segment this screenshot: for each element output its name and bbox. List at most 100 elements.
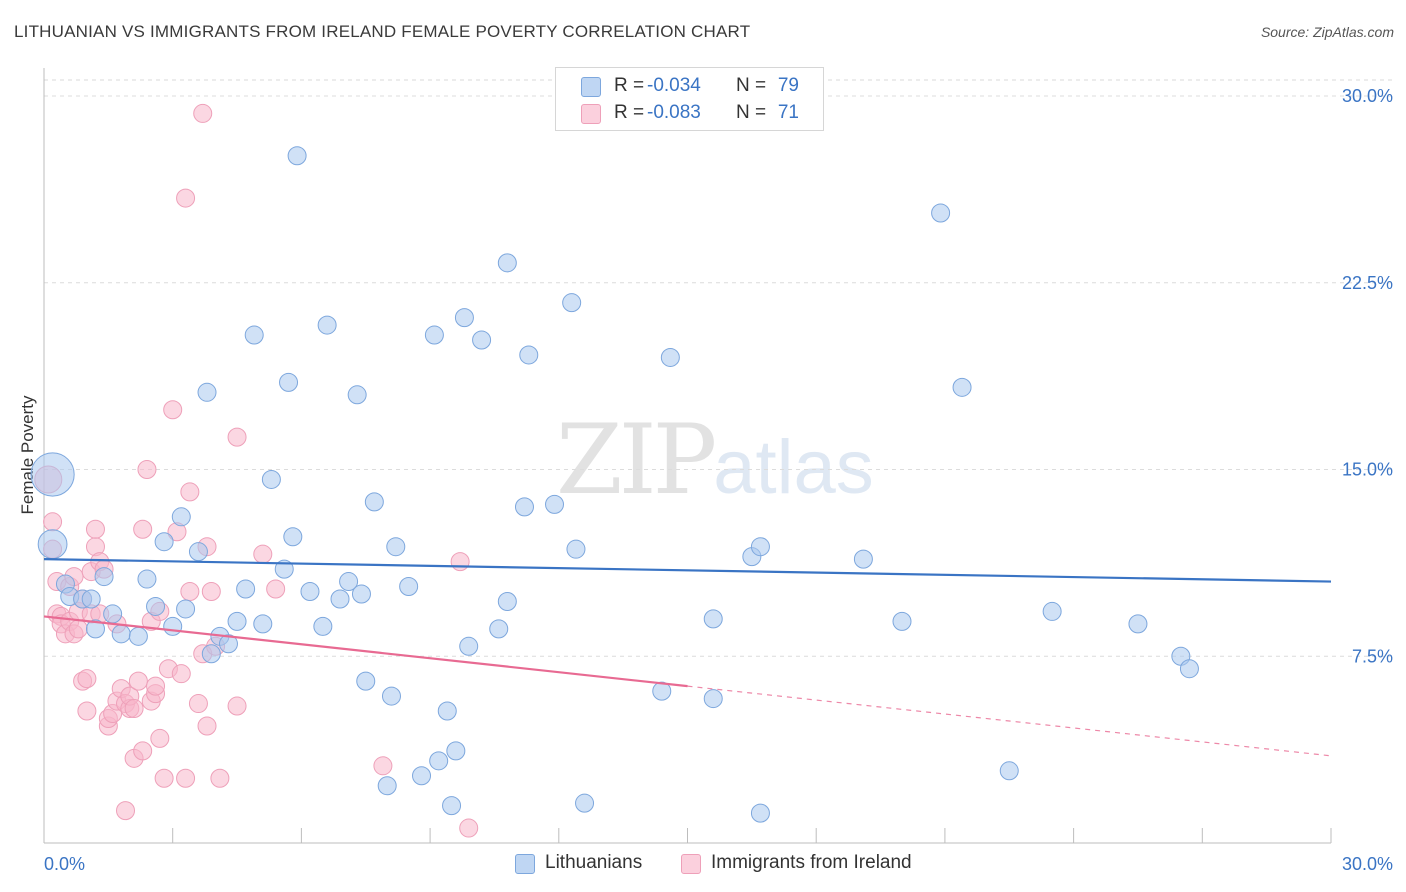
- point-ireland: [210, 768, 230, 788]
- point-ireland: [163, 400, 183, 420]
- point-lithuanians: [111, 624, 131, 644]
- point-lithuanians: [459, 636, 479, 656]
- legend-r-label: R =: [614, 75, 645, 96]
- legend-row-ireland: R = -0.083 N = 71: [556, 101, 823, 127]
- legend-row-lithuanians: R = -0.034 N = 79: [556, 74, 823, 100]
- point-lithuanians: [274, 559, 294, 579]
- point-lithuanians: [313, 616, 333, 636]
- point-lithuanians: [892, 611, 912, 631]
- bottom-legend-label: Immigrants from Ireland: [711, 852, 912, 873]
- point-lithuanians: [437, 701, 457, 721]
- point-lithuanians: [652, 681, 672, 701]
- point-ireland: [133, 741, 153, 761]
- point-ireland: [227, 427, 247, 447]
- point-lithuanians: [85, 619, 105, 639]
- point-lithuanians: [188, 542, 208, 562]
- source-label: Source: ZipAtlas.com: [1260, 24, 1394, 40]
- point-lithuanians: [94, 567, 114, 587]
- point-lithuanians: [351, 584, 371, 604]
- legend-r-value: -0.034: [647, 75, 701, 96]
- x-tick-label: 30.0%: [1342, 854, 1393, 874]
- point-ireland: [266, 579, 286, 599]
- point-lithuanians: [412, 766, 432, 786]
- point-lithuanians: [952, 377, 972, 397]
- point-lithuanians: [236, 579, 256, 599]
- point-ireland: [180, 582, 200, 602]
- point-lithuanians: [128, 626, 148, 646]
- legend-r-label: R =: [614, 102, 645, 123]
- point-ireland: [459, 818, 479, 838]
- point-lithuanians: [171, 507, 191, 527]
- point-ireland: [176, 188, 196, 208]
- legend-r-value: -0.083: [647, 102, 701, 123]
- point-lithuanians: [253, 614, 273, 634]
- point-lithuanians: [489, 619, 509, 639]
- point-lithuanians: [442, 796, 462, 816]
- x-tick-label: 0.0%: [44, 854, 85, 874]
- point-lithuanians: [218, 634, 238, 654]
- legend-n-value: 71: [777, 102, 799, 123]
- bottom-legend-label: Lithuanians: [545, 852, 643, 873]
- point-lithuanians: [519, 345, 539, 365]
- point-lithuanians: [497, 253, 517, 273]
- point-lithuanians: [514, 497, 534, 517]
- point-lithuanians: [356, 671, 376, 691]
- legend-n-label: N =: [736, 75, 767, 96]
- point-lithuanians: [287, 146, 307, 166]
- point-ireland: [146, 676, 166, 696]
- point-lithuanians: [454, 308, 474, 328]
- correlation-legend: R = -0.034 N = 79 R = -0.083 N = 71: [555, 67, 824, 131]
- point-lithuanians: [300, 582, 320, 602]
- watermark-atlas: atlas: [713, 425, 874, 510]
- trend-line-lithuanians: [43, 558, 1332, 583]
- point-lithuanians: [146, 596, 166, 616]
- legend-swatch-lithuanians: [581, 77, 601, 97]
- point-lithuanians: [853, 549, 873, 569]
- point-ireland: [450, 552, 470, 572]
- trend-line-ireland: [43, 615, 688, 688]
- point-lithuanians: [244, 325, 264, 345]
- point-lithuanians: [339, 572, 359, 592]
- point-ireland: [124, 699, 144, 719]
- point-lithuanians: [30, 452, 75, 497]
- chart-title: LITHUANIAN VS IMMIGRANTS FROM IRELAND FE…: [14, 22, 751, 41]
- point-lithuanians: [81, 589, 101, 609]
- point-lithuanians: [103, 604, 123, 624]
- point-lithuanians: [330, 589, 350, 609]
- point-ireland: [227, 696, 247, 716]
- point-lithuanians: [261, 469, 281, 489]
- point-ireland: [197, 716, 217, 736]
- point-ireland: [85, 519, 105, 539]
- point-lithuanians: [575, 793, 595, 813]
- point-ireland: [180, 482, 200, 502]
- point-lithuanians: [197, 382, 217, 402]
- point-ireland: [43, 512, 63, 532]
- point-ireland: [137, 460, 157, 479]
- y-tick-label: 7.5%: [1352, 646, 1393, 666]
- point-lithuanians: [227, 611, 247, 631]
- point-lithuanians: [381, 686, 401, 706]
- y-tick-label: 30.0%: [1342, 86, 1393, 106]
- point-lithuanians: [201, 644, 221, 664]
- point-lithuanians: [472, 330, 492, 350]
- point-lithuanians: [377, 776, 397, 796]
- point-lithuanians: [1042, 601, 1062, 621]
- point-lithuanians: [137, 569, 157, 589]
- point-lithuanians: [317, 315, 337, 335]
- point-ireland: [77, 669, 97, 689]
- trend-line-dashed-ireland: [687, 685, 1332, 757]
- point-lithuanians: [154, 532, 174, 552]
- legend-swatch-ireland: [581, 104, 601, 124]
- point-lithuanians: [163, 616, 183, 636]
- point-ireland: [201, 582, 221, 602]
- point-lithuanians: [429, 751, 449, 771]
- point-lithuanians: [279, 372, 299, 392]
- point-ireland: [193, 103, 213, 123]
- point-lithuanians: [283, 527, 303, 547]
- point-lithuanians: [703, 609, 723, 629]
- point-lithuanians: [386, 537, 406, 557]
- y-tick-label: 22.5%: [1342, 273, 1393, 293]
- point-lithuanians: [660, 347, 680, 367]
- point-lithuanians: [566, 539, 586, 559]
